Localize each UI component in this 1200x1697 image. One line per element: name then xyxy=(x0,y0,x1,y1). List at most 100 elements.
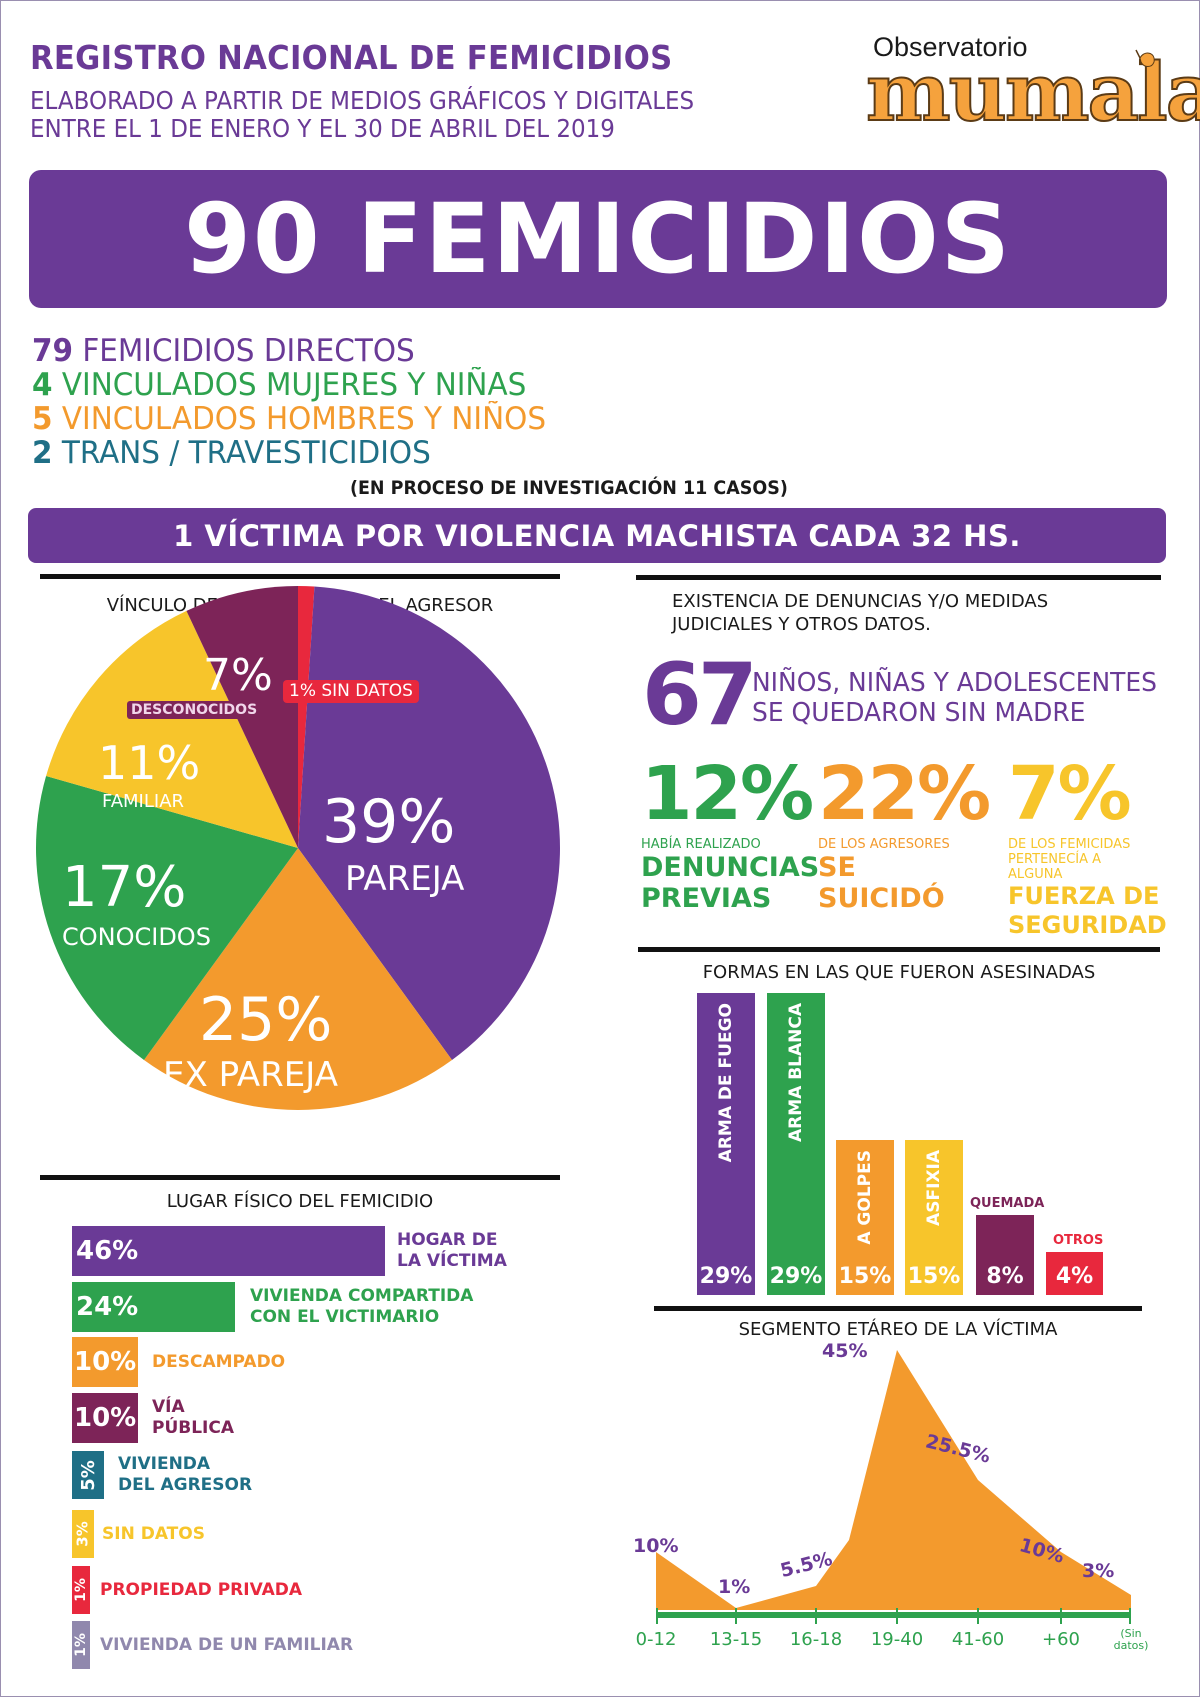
count-trans-label: TRANS / TRAVESTICIDIOS xyxy=(61,435,431,471)
report-subtitle-period: ENTRE EL 1 DE ENERO Y EL 30 DE ABRIL DEL… xyxy=(30,114,615,143)
bar-otros-value: 4% xyxy=(1055,1264,1094,1289)
stat-security-force-strong2: SEGURIDAD xyxy=(1008,911,1167,939)
stat-security-force: 7% DE LOS FEMICIDAS PERTENECÍA A ALGUNA … xyxy=(1008,757,1167,940)
report-subtitle-source: ELABORADO A PARTIR DE MEDIOS GRÁFICOS Y … xyxy=(30,86,695,115)
pie-label-conocidos: CONOCIDOS xyxy=(62,923,211,951)
vinculo-pie-chart xyxy=(36,586,560,1110)
place-row-hogar: 46% HOGAR DE LA VÍCTIMA xyxy=(72,1226,507,1276)
pie-slice-familiar xyxy=(46,610,298,848)
edad-area-chart xyxy=(656,1350,1131,1624)
pie-slice-sin-datos xyxy=(298,586,315,848)
bar-a-golpes-value: 15% xyxy=(838,1264,892,1289)
stat-prior-complaints-value: 12% xyxy=(641,751,814,837)
bar-a-golpes: A GOLPES 15% xyxy=(836,1140,894,1295)
place-value: 1% xyxy=(73,1633,89,1657)
place-label-vivienda-compartida: VIVIENDA COMPARTIDA CON EL VICTIMARIO xyxy=(250,1286,473,1328)
stat-suicide-strong2: SUICIDÓ xyxy=(818,883,945,914)
place-bar-via-publica: 10% xyxy=(72,1393,138,1443)
pie-label-pareja-pct: 39% xyxy=(322,787,456,857)
age-tick-13-15: 13-15 xyxy=(709,1629,763,1650)
stat-suicide: 22% DE LOS AGRESORES SE SUICIDÓ xyxy=(818,757,991,914)
bar-asfixia: ASFIXIA 15% xyxy=(905,1140,963,1295)
place-label-line: HOGAR DE xyxy=(397,1230,498,1250)
edad-section-title: SEGMENTO ETÁREO DE LA VÍCTIMA xyxy=(738,1319,1058,1340)
bar-quemada-label: QUEMADA xyxy=(970,1196,1045,1211)
stat-security-force-strong1: FUERZA DE xyxy=(1008,882,1160,910)
lugar-section-title: LUGAR FÍSICO DEL FEMICIDIO xyxy=(166,1191,434,1212)
section-divider xyxy=(638,947,1160,952)
frequency-strip-text: 1 VÍCTIMA POR VIOLENCIA MACHISTA CADA 32… xyxy=(173,518,1021,553)
age-axis xyxy=(656,1612,1131,1618)
total-femicides-label: 90 FEMICIDIOS xyxy=(184,183,1012,295)
orphans-line2: SE QUEDARON SIN MADRE xyxy=(752,698,1086,728)
place-label-line: DESCAMPADO xyxy=(152,1351,286,1372)
orphans-text: NIÑOS, NIÑAS Y ADOLESCENTES SE QUEDARON … xyxy=(752,668,1157,728)
place-bar-vivienda-agresor: 5% xyxy=(72,1451,104,1499)
count-direct-label: FEMICIDIOS DIRECTOS xyxy=(82,333,415,369)
place-bar-descampado: 10% xyxy=(72,1337,138,1387)
pie-label-familiar-pct: 11% xyxy=(98,736,201,790)
place-bar-hogar: 46% xyxy=(72,1226,385,1276)
logo-observatorio-text: Observatorio xyxy=(873,32,1028,62)
bar-a-golpes-label: A GOLPES xyxy=(855,1150,875,1245)
place-label-line: VIVIENDA COMPARTIDA xyxy=(250,1286,474,1306)
count-direct-number: 79 xyxy=(32,333,73,369)
age-tick-60plus: +60 xyxy=(1042,1629,1080,1650)
stat-suicide-note: DE LOS AGRESORES xyxy=(818,837,950,852)
place-bar-vivienda-compartida: 24% xyxy=(72,1282,235,1332)
bar-asfixia-value: 15% xyxy=(907,1264,961,1289)
count-linked-men-label: VINCULADOS HOMBRES Y NIÑOS xyxy=(61,401,547,437)
place-row-via-publica: 10% VÍA PÚBLICA xyxy=(72,1393,234,1443)
age-tick-16-18: 16-18 xyxy=(789,1629,843,1650)
pie-label-conocidos-pct: 17% xyxy=(62,855,187,920)
place-bar-propiedad-privada: 1% xyxy=(72,1566,90,1614)
denuncias-title-line1: EXISTENCIA DE DENUNCIAS Y/O MEDIDAS xyxy=(672,591,1049,612)
place-bar-vivienda-familiar: 1% xyxy=(72,1621,90,1669)
stat-security-force-note3: ALGUNA xyxy=(1008,867,1063,882)
count-linked-women: 4 VINCULADOS MUJERES Y NIÑAS xyxy=(32,367,526,403)
place-label-line: LA VÍCTIMA xyxy=(397,1251,507,1271)
total-femicides-banner: 90 FEMICIDIOS xyxy=(29,170,1167,308)
orphans-number: 67 xyxy=(642,645,758,745)
count-linked-women-label: VINCULADOS MUJERES Y NIÑAS xyxy=(61,367,527,403)
count-trans-number: 2 xyxy=(32,435,53,471)
place-label-line: PÚBLICA xyxy=(152,1418,235,1438)
place-value: 3% xyxy=(74,1521,92,1547)
age-tick-41-60: 41-60 xyxy=(951,1629,1005,1650)
pie-slice-ex-pareja xyxy=(144,848,452,1110)
place-row-propiedad-privada: 1% PROPIEDAD PRIVADA xyxy=(72,1566,302,1614)
place-row-sin-datos: 3% SIN DATOS xyxy=(72,1510,205,1558)
place-label-vivienda-familiar: VIVIENDA DE UN FAMILIAR xyxy=(100,1635,353,1656)
stat-prior-complaints-strong2: PREVIAS xyxy=(641,883,772,914)
bar-otros-label: OTROS xyxy=(1053,1233,1104,1248)
bar-arma-de-fuego: ARMA DE FUEGO 29% xyxy=(697,993,755,1295)
place-row-vivienda-compartida: 24% VIVIENDA COMPARTIDA CON EL VICTIMARI… xyxy=(72,1282,473,1332)
place-label-line: SIN DATOS xyxy=(102,1523,205,1544)
age-tick-0-12: 0-12 xyxy=(635,1629,677,1650)
age-value-sin-datos: 3% xyxy=(1082,1560,1115,1582)
pie-label-desconocidos: DESCONOCIDOS xyxy=(127,701,262,719)
section-divider xyxy=(40,574,560,579)
place-label-vivienda-agresor: VIVIENDA DEL AGRESOR xyxy=(118,1454,252,1496)
bar-arma-blanca-label: ARMA BLANCA xyxy=(786,1003,806,1143)
bar-arma-de-fuego-value: 29% xyxy=(699,1264,753,1289)
pie-label-ex-pareja-pct: 25% xyxy=(199,985,333,1055)
age-area xyxy=(656,1350,1131,1610)
bar-asfixia-label: ASFIXIA xyxy=(924,1150,944,1226)
age-value-19-40: 45% xyxy=(822,1340,868,1362)
bar-quemada: 8% xyxy=(976,1215,1034,1295)
age-axis-ticks xyxy=(656,1608,1131,1624)
bar-quemada-value: 8% xyxy=(986,1264,1024,1289)
place-label-line: VÍA xyxy=(152,1397,185,1417)
place-row-vivienda-familiar: 1% VIVIENDA DE UN FAMILIAR xyxy=(72,1621,353,1669)
stat-security-force-note1: DE LOS FEMICIDAS xyxy=(1008,837,1131,852)
bar-arma-blanca: ARMA BLANCA 29% xyxy=(767,993,825,1295)
stat-security-force-note2: PERTENECÍA A xyxy=(1008,852,1102,867)
count-linked-women-number: 4 xyxy=(32,367,53,403)
age-value-0-12: 10% xyxy=(633,1535,679,1557)
section-divider xyxy=(636,575,1161,580)
place-label-via-publica: VÍA PÚBLICA xyxy=(152,1397,234,1439)
pie-label-ex-pareja: EX PAREJA xyxy=(163,1055,338,1095)
place-label-propiedad-privada: PROPIEDAD PRIVADA xyxy=(100,1580,302,1601)
count-linked-men-number: 5 xyxy=(32,401,53,437)
